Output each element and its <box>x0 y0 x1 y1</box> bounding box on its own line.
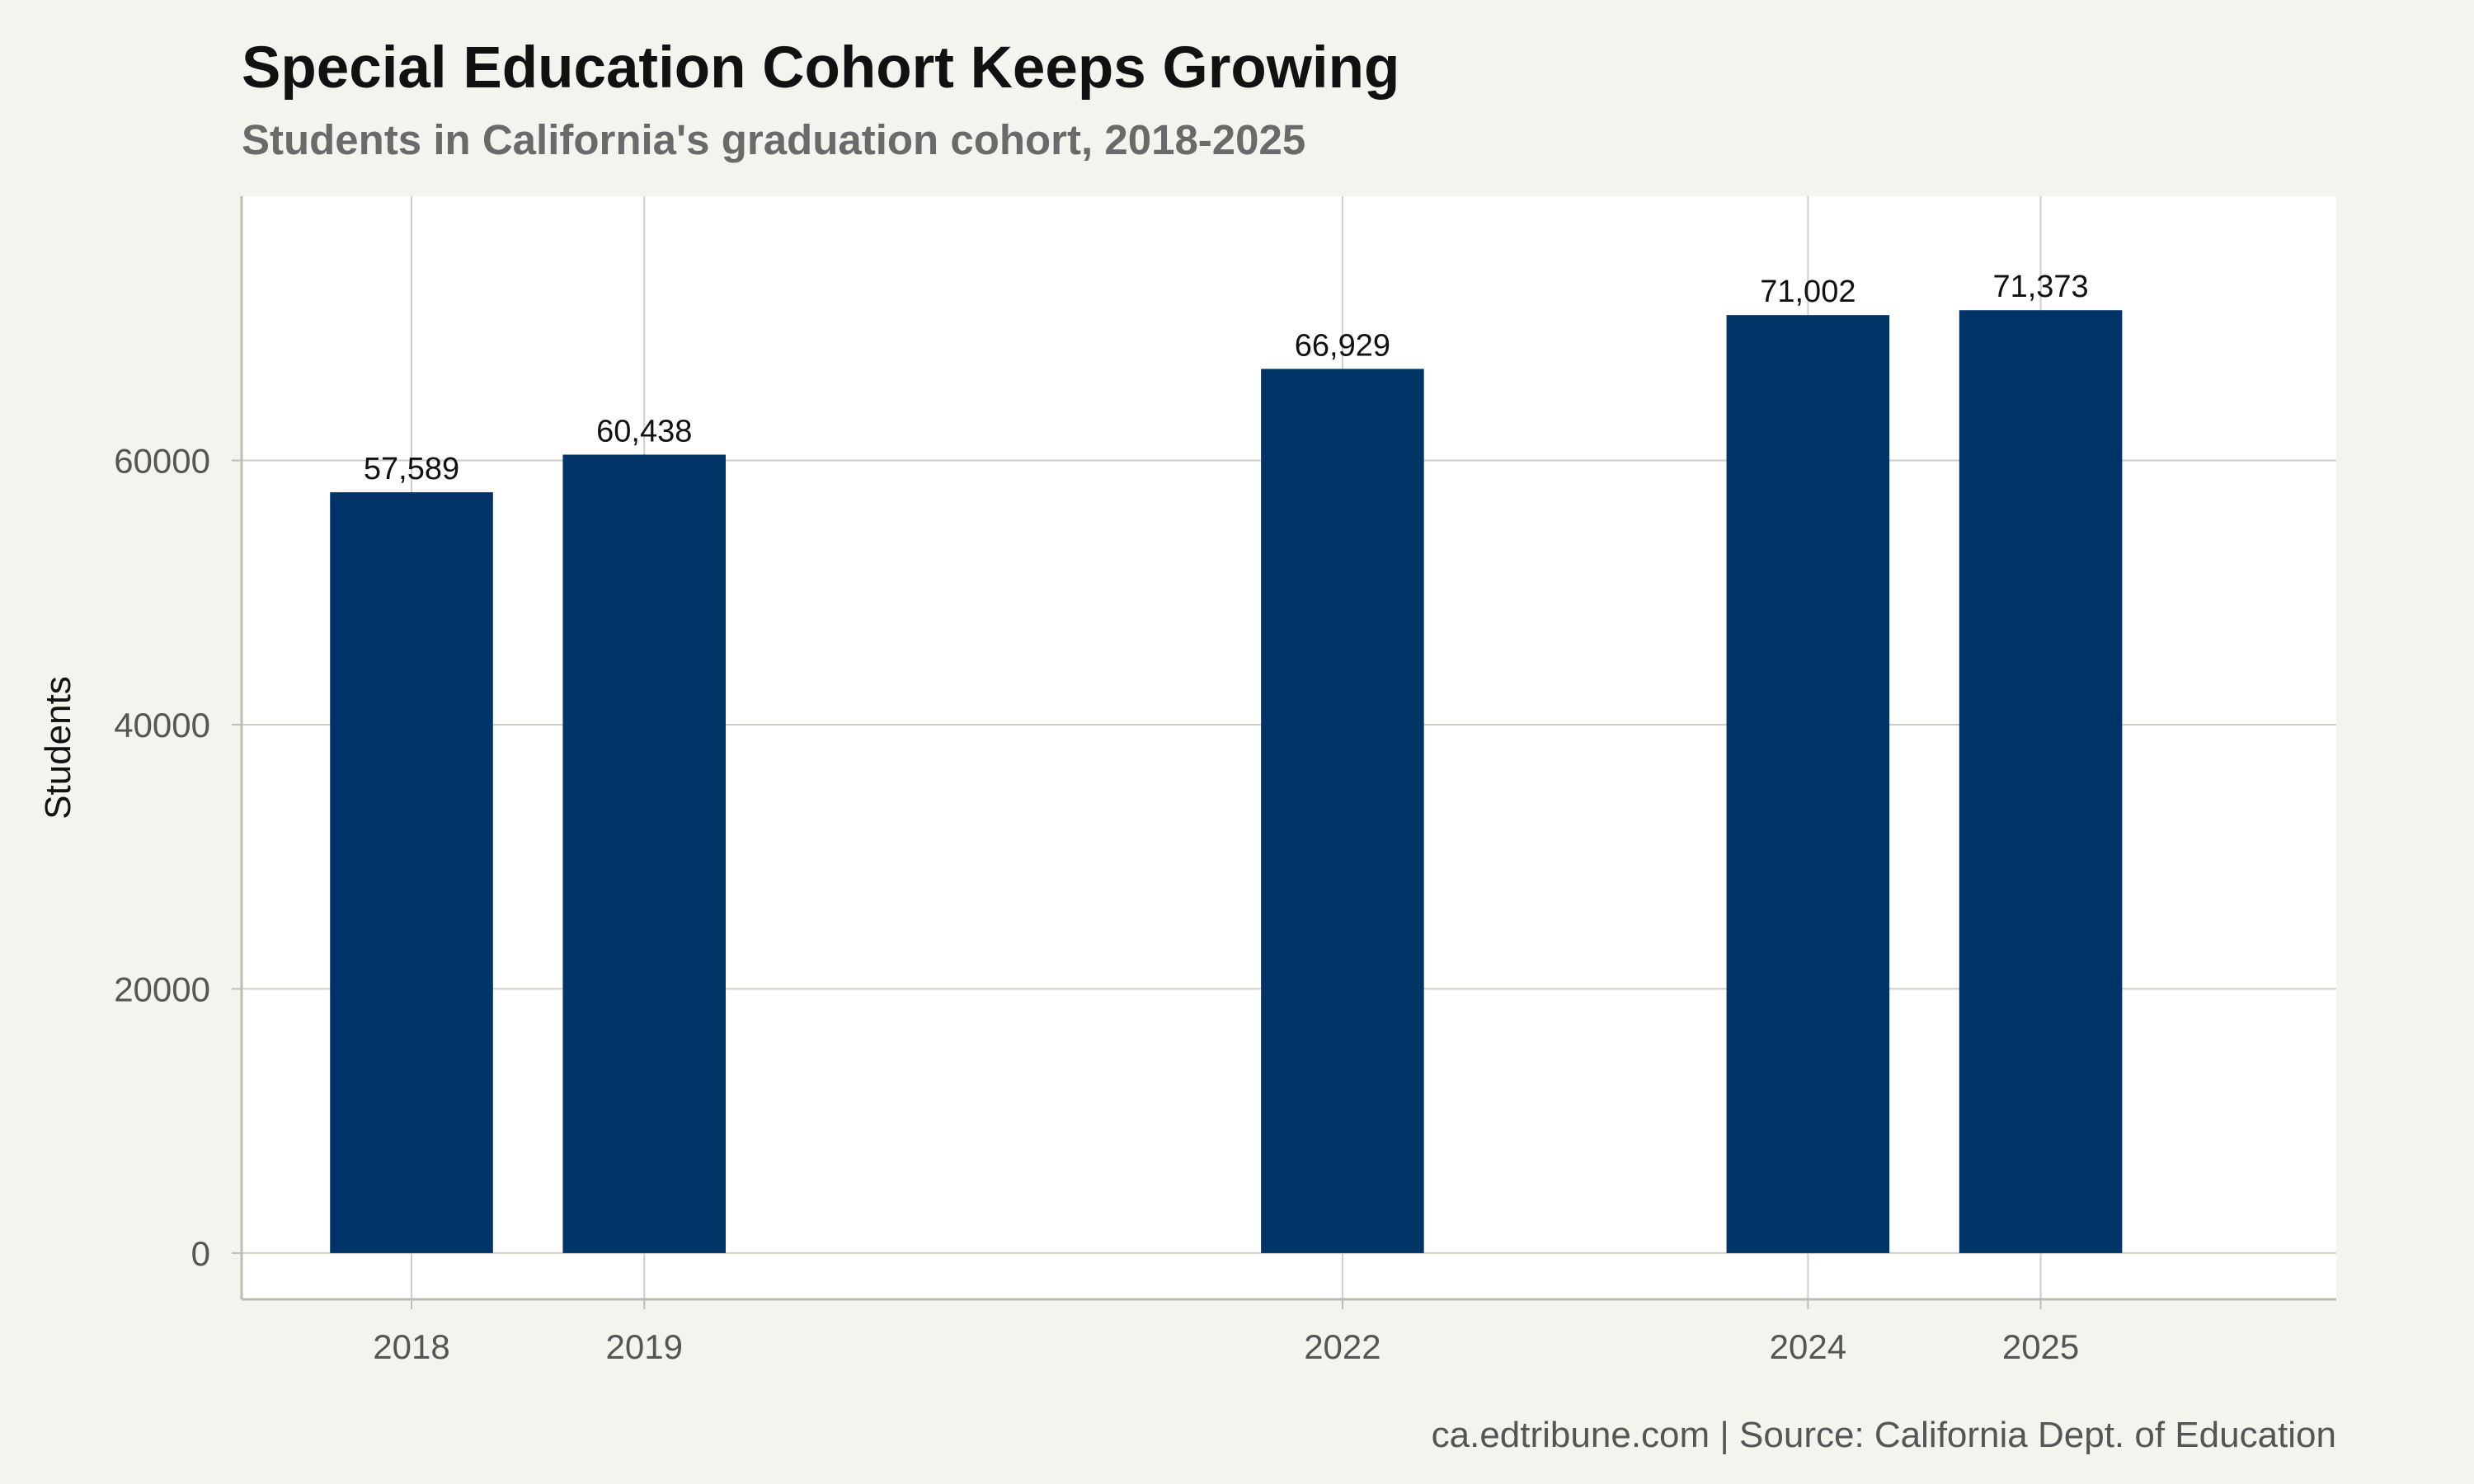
bars <box>330 310 2123 1253</box>
y-tick-label: 20000 <box>114 970 210 1008</box>
axes <box>232 196 2336 1309</box>
x-tick-label: 2019 <box>606 1327 683 1366</box>
data-label-2022: 66,929 <box>1295 328 1390 363</box>
tick-labels: 0 20000 40000 60000 2018 2019 2022 2024 2025 <box>114 441 2079 1366</box>
data-label-2018: 57,589 <box>364 452 459 486</box>
y-axis-title: Students <box>38 676 78 819</box>
data-label-2025: 71,373 <box>1992 270 2088 304</box>
y-tick-label: 0 <box>191 1234 210 1273</box>
chart-title: Special Education Cohort Keeps Growing <box>242 35 1400 101</box>
chart-subtitle: Students in California's graduation coho… <box>242 116 1306 163</box>
y-tick-label: 40000 <box>114 706 210 744</box>
chart-caption: ca.edtribune.com | Source: California De… <box>1431 1415 2336 1455</box>
bar-2019 <box>562 454 727 1253</box>
bar-2018 <box>330 492 493 1253</box>
x-tick-label: 2025 <box>2002 1327 2079 1366</box>
x-tick-label: 2024 <box>1770 1327 1846 1366</box>
x-tick-label: 2018 <box>373 1327 449 1366</box>
data-labels: 57,589 60,438 66,929 71,002 71,373 <box>364 270 2089 486</box>
data-label-2019: 60,438 <box>596 414 692 448</box>
bar-2024 <box>1726 315 1890 1253</box>
bar-2022 <box>1261 369 1424 1253</box>
data-label-2024: 71,002 <box>1760 275 1856 309</box>
y-tick-label: 60000 <box>114 441 210 480</box>
x-tick-label: 2022 <box>1304 1327 1380 1366</box>
bar-2025 <box>1959 310 2123 1253</box>
